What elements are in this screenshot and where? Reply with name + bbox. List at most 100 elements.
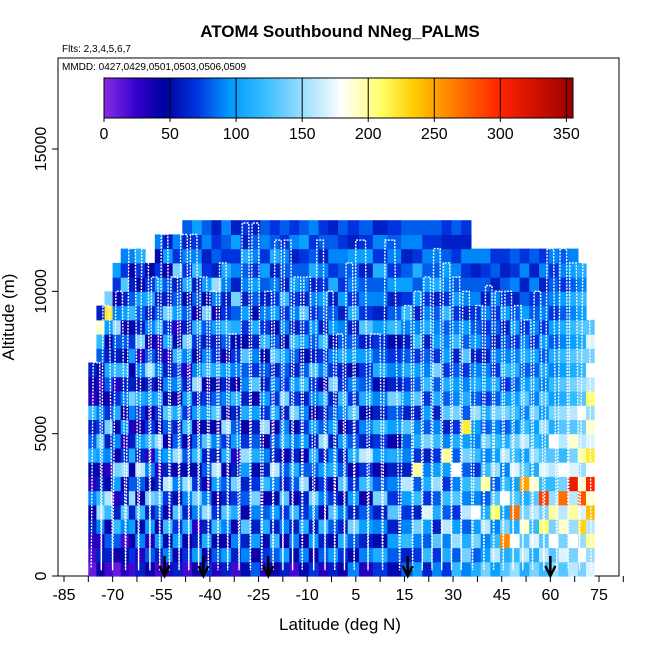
heat-cell [441, 234, 452, 250]
heat-cell [500, 405, 511, 420]
heat-cell [318, 504, 329, 520]
heat-cell [451, 376, 462, 392]
heat-cell [260, 348, 271, 364]
heat-cell [470, 262, 482, 278]
heat-cell [260, 405, 271, 420]
heat-cell [461, 391, 472, 406]
heat-cell [318, 362, 329, 378]
heat-cell [250, 348, 261, 364]
heat-cell [509, 277, 521, 292]
heat-cell [135, 391, 146, 406]
heat-cell [461, 319, 472, 335]
heat-cell [412, 248, 423, 264]
heat-cell [490, 405, 501, 420]
heat-cell [558, 462, 569, 477]
heat-cell [299, 533, 310, 549]
heat-cell [432, 334, 443, 349]
heat-cell [289, 376, 300, 392]
heat-cell [412, 547, 423, 563]
heat-cell [112, 362, 122, 378]
heat-cell [182, 447, 193, 463]
heat-cell [372, 262, 388, 278]
heat-cell [539, 462, 550, 477]
heat-cell [269, 561, 281, 577]
heat-cell [490, 504, 501, 520]
heat-cell [529, 262, 540, 278]
heat-cell [338, 490, 349, 506]
heat-cell [250, 490, 261, 506]
heat-cell [470, 376, 482, 392]
heat-cell [480, 262, 491, 278]
heat-cell [441, 433, 452, 449]
heat-cell [539, 348, 550, 364]
heat-cell [359, 504, 374, 520]
heat-cell [231, 305, 242, 321]
heat-cell [441, 405, 452, 420]
heat-cell [192, 234, 203, 250]
heat-cell [260, 277, 271, 292]
heat-cell [145, 419, 156, 435]
heat-cell [260, 262, 271, 278]
heat-cell [172, 262, 183, 278]
heat-cell [548, 533, 559, 549]
heat-cell [422, 348, 433, 364]
heat-cell [509, 490, 521, 506]
heat-cell [269, 348, 281, 364]
heat-cell [289, 391, 300, 406]
heat-cell [401, 533, 414, 549]
flight-track [90, 222, 592, 571]
heat-cell [308, 447, 320, 463]
heat-cell [480, 319, 491, 335]
heat-cell [104, 291, 114, 307]
heat-cell [269, 447, 281, 463]
heat-cell [128, 334, 136, 349]
heat-cell [548, 547, 559, 563]
heat-cell [558, 447, 569, 463]
heat-cell [490, 391, 501, 406]
heat-cell [539, 248, 550, 264]
heat-cell [250, 433, 261, 449]
heat-cell [328, 533, 339, 549]
heat-cell [490, 419, 501, 435]
colorbar-tick-label: 150 [289, 126, 316, 143]
heat-cell [240, 262, 251, 278]
heat-cell [221, 476, 232, 492]
heat-cell [240, 376, 251, 392]
heat-cell [480, 362, 491, 378]
heat-cell [359, 462, 374, 477]
heat-cell [289, 476, 300, 492]
heat-cell [529, 533, 540, 549]
heat-cell [162, 504, 174, 520]
heat-cell [432, 248, 443, 264]
heat-cell [509, 391, 521, 406]
heat-cell [240, 561, 251, 577]
heat-cell [112, 476, 122, 492]
heat-cell [269, 490, 281, 506]
heat-cell [470, 476, 482, 492]
heat-cell [318, 334, 329, 349]
heat-cell [308, 262, 320, 278]
heat-cell [96, 348, 106, 364]
heat-cell [279, 533, 290, 549]
heat-cell [480, 291, 491, 307]
heat-cell [240, 348, 251, 364]
heat-cell [519, 291, 530, 307]
heat-cell [240, 533, 251, 549]
heat-cell [145, 262, 156, 278]
heat-cell [104, 490, 114, 506]
heat-cell [480, 533, 491, 549]
heat-cell [96, 362, 106, 378]
heat-cell [88, 504, 97, 520]
heat-cell [461, 262, 472, 278]
heat-cell [470, 419, 482, 435]
heat-cell [211, 362, 222, 378]
heat-cell [509, 533, 521, 549]
heat-cell [372, 220, 388, 235]
heat-cell [432, 419, 443, 435]
heat-cell [192, 504, 203, 520]
heat-cell [519, 547, 530, 563]
heat-cell [470, 433, 482, 449]
heat-cell [529, 504, 540, 520]
heat-cell [269, 433, 281, 449]
heat-cell [387, 334, 402, 349]
